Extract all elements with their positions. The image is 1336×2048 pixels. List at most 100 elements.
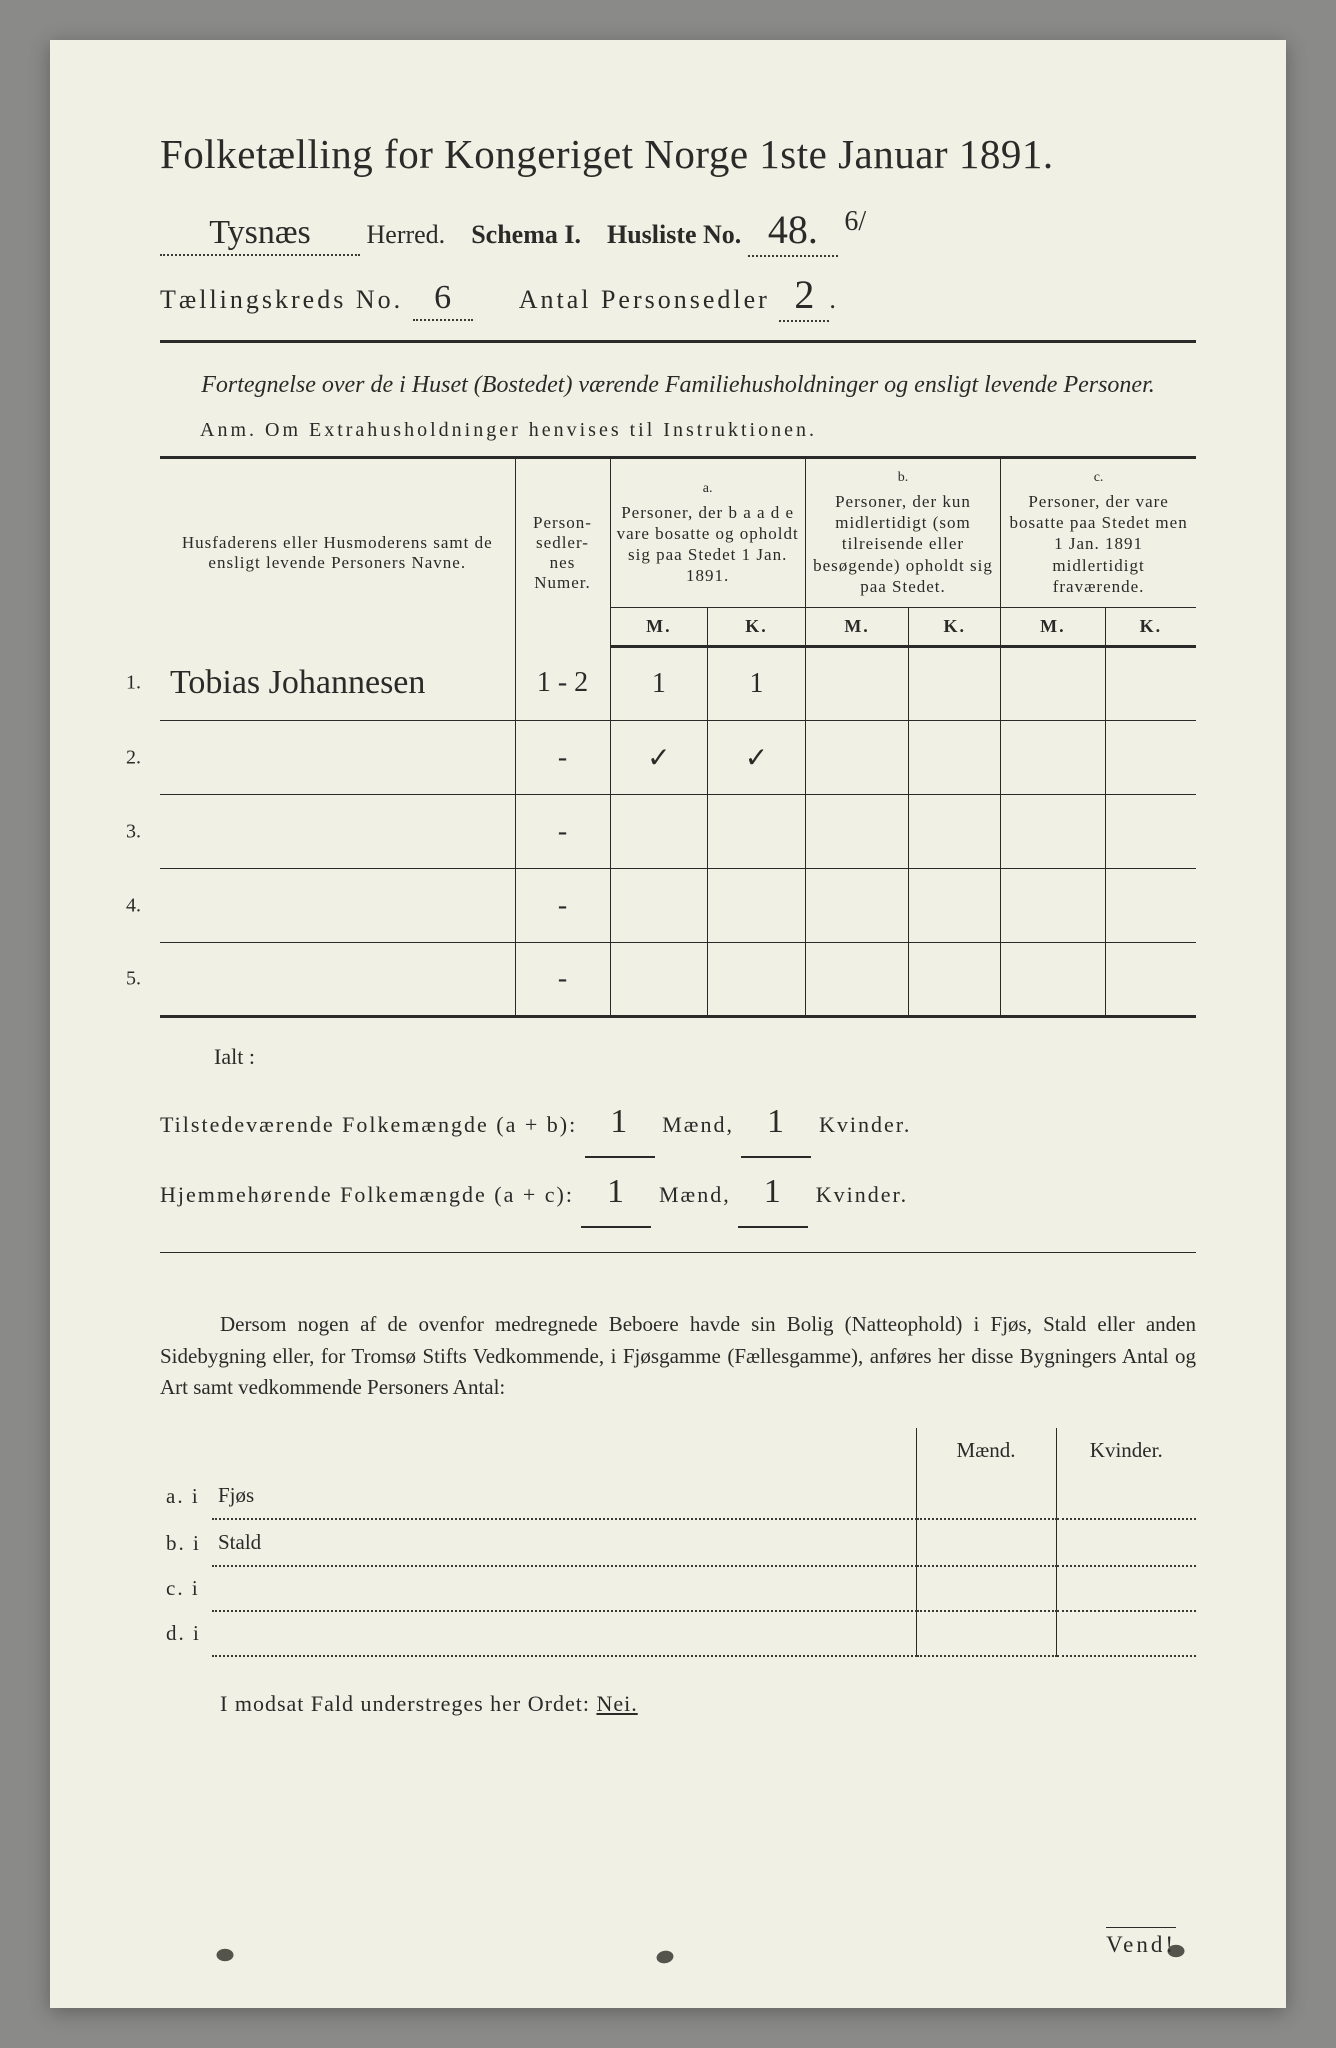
table-row: 3. -	[160, 795, 1196, 869]
bldg-k	[1056, 1566, 1196, 1611]
label-maend: Mænd,	[659, 1182, 731, 1207]
bldg-txt: Stald	[218, 1530, 261, 1554]
paragraph-text: Dersom nogen af de ovenfor medregnede Be…	[160, 1312, 1196, 1399]
paper-mark-icon	[1161, 1940, 1191, 1962]
schema-label: Schema I.	[471, 220, 581, 249]
col-a-header: a. Personer, der b a a d e vare bosatte …	[610, 458, 805, 608]
table-row: 1. Tobias Johannesen 1 - 2 1 1	[160, 647, 1196, 721]
row-num: 2.	[126, 746, 141, 769]
building-table: Mænd. Kvinder. a. i Fjøs b. i Stald c. i…	[160, 1428, 1196, 1657]
table-row: 5. -	[160, 943, 1196, 1017]
bldg-k	[1056, 1473, 1196, 1519]
totals-l2-k: 1	[738, 1158, 808, 1228]
building-paragraph: Dersom nogen af de ovenfor medregnede Be…	[160, 1309, 1196, 1404]
col-c-k: K.	[1105, 608, 1196, 647]
ialt-label: Ialt :	[214, 1044, 1196, 1070]
bldg-txt	[212, 1611, 916, 1656]
bldg-m	[916, 1473, 1056, 1519]
col-b-m: M.	[805, 608, 908, 647]
bldg-head-k: Kvinder.	[1056, 1428, 1196, 1473]
cell-bK	[909, 795, 1001, 869]
cell-name: 2.	[160, 721, 515, 795]
bldg-head-row: Mænd. Kvinder.	[160, 1428, 1196, 1473]
cell-name: 3.	[160, 795, 515, 869]
cell-cK	[1105, 647, 1196, 721]
cell-cK	[1105, 943, 1196, 1017]
col-c-m: M.	[1001, 608, 1106, 647]
bldg-m	[916, 1566, 1056, 1611]
cell-bK	[909, 647, 1001, 721]
cell-name: 4.	[160, 869, 515, 943]
totals-l2-label: Hjemmehørende Folkemængde (a + c):	[160, 1182, 574, 1207]
herred-field: Tysnæs	[160, 214, 360, 256]
closing-word: Nei.	[596, 1691, 637, 1716]
cell-cK	[1105, 795, 1196, 869]
col-c-tag: c.	[1007, 469, 1190, 487]
cell-bM	[805, 943, 908, 1017]
col-c-header: c. Personer, der vare bosatte paa Stedet…	[1001, 458, 1196, 608]
col-a-k: K.	[708, 608, 806, 647]
herred-label: Herred.	[367, 220, 446, 249]
tkreds-label: Tællingskreds No.	[160, 285, 403, 314]
label-maend: Mænd,	[662, 1112, 734, 1137]
row-num: 3.	[126, 820, 141, 843]
totals-block: Tilstedeværende Folkemængde (a + b): 1 M…	[160, 1088, 1196, 1228]
census-form-page: Folketælling for Kongeriget Norge 1ste J…	[50, 40, 1286, 2008]
cell-bM	[805, 795, 908, 869]
header-line-kreds: Tællingskreds No. 6 Antal Personsedler 2…	[160, 271, 1196, 322]
totals-line-2: Hjemmehørende Folkemængde (a + c): 1 Mæn…	[160, 1158, 1196, 1228]
label-kvinder: Kvinder.	[816, 1182, 908, 1207]
cell-bK	[909, 721, 1001, 795]
cell-cM	[1001, 647, 1106, 721]
bldg-k	[1056, 1519, 1196, 1566]
cell-cM	[1001, 721, 1106, 795]
page-title: Folketælling for Kongeriget Norge 1ste J…	[160, 130, 1196, 178]
cell-aK	[708, 795, 806, 869]
totals-l1-label: Tilstedeværende Folkemængde (a + b):	[160, 1112, 577, 1137]
anm-note: Anm. Om Extrahusholdninger henvises til …	[200, 419, 1196, 442]
col-c-text: Personer, der vare bosatte paa Stedet me…	[1009, 492, 1187, 596]
cell-num: -	[515, 943, 610, 1017]
form-subtitle: Fortegnelse over de i Huset (Bostedet) v…	[160, 369, 1196, 401]
bldg-row: b. i Stald	[160, 1519, 1196, 1566]
col-b-text: Personer, der kun midlertidigt (som tilr…	[813, 492, 993, 596]
cell-bK	[909, 869, 1001, 943]
closing-pre: I modsat Fald understreges her Ordet:	[220, 1691, 596, 1716]
husliste-no-field: 48.	[748, 206, 838, 257]
cell-num: 1 - 2	[515, 647, 610, 721]
cell-num: -	[515, 869, 610, 943]
cell-aM: ✓	[610, 721, 708, 795]
col-a-text: Personer, der b a a d e vare bosatte og …	[617, 503, 799, 586]
cell-name: 1. Tobias Johannesen	[160, 647, 515, 721]
bldg-m	[916, 1611, 1056, 1656]
closing-line: I modsat Fald understreges her Ordet: Ne…	[220, 1691, 1196, 1717]
cell-aK	[708, 869, 806, 943]
col-a-tag: a.	[617, 480, 799, 498]
antal-label: Antal Personsedler	[519, 285, 770, 314]
name-hw: Tobias Johannesen	[170, 664, 425, 701]
antal-field: 2	[779, 271, 829, 322]
cell-num: -	[515, 795, 610, 869]
bldg-k	[1056, 1611, 1196, 1656]
col-a-m: M.	[610, 608, 708, 647]
bldg-txt: Fjøs	[218, 1483, 254, 1507]
bldg-txt	[212, 1566, 916, 1611]
tkreds-field: 6	[413, 279, 473, 321]
row-num: 1.	[126, 672, 141, 695]
cell-aM: 1	[610, 647, 708, 721]
cell-num: -	[515, 721, 610, 795]
divider	[160, 1252, 1196, 1253]
cell-bM	[805, 869, 908, 943]
col-b-k: K.	[909, 608, 1001, 647]
husliste-label: Husliste No.	[607, 220, 741, 249]
cell-cM	[1001, 943, 1106, 1017]
cell-cM	[1001, 795, 1106, 869]
col-b-tag: b.	[812, 469, 994, 487]
bldg-row: d. i	[160, 1611, 1196, 1656]
bldg-lab: c. i	[160, 1566, 212, 1611]
cell-aK	[708, 943, 806, 1017]
paper-mark-icon	[648, 1944, 681, 1971]
cell-bM	[805, 647, 908, 721]
cell-aK: 1	[708, 647, 806, 721]
header-line-herred: Tysnæs Herred. Schema I. Husliste No. 48…	[160, 206, 1196, 257]
